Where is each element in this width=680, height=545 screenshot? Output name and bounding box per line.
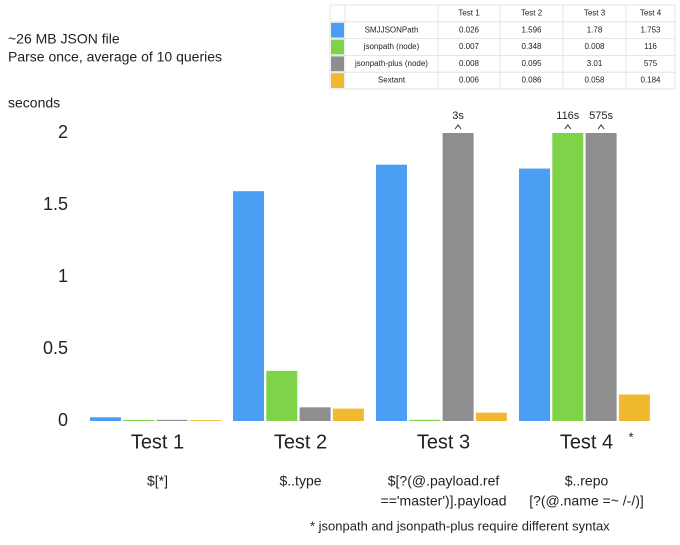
bar xyxy=(376,164,407,421)
legend-swatch xyxy=(331,22,344,38)
table-cell: 0.184 xyxy=(640,76,661,85)
bar xyxy=(90,417,121,421)
bar xyxy=(189,420,221,421)
overflow-caret xyxy=(564,124,572,130)
table-cell: 1.596 xyxy=(521,25,542,34)
header-line: Parse once, average of 10 queries xyxy=(8,49,222,65)
table-cell: 0.086 xyxy=(521,76,542,85)
table-cell: 0.008 xyxy=(459,59,480,68)
bar xyxy=(442,133,474,422)
value-label: 575s xyxy=(589,110,613,122)
y-tick-label: 0 xyxy=(58,410,68,430)
table-cell: 1.78 xyxy=(587,25,603,34)
legend-swatch xyxy=(331,39,344,55)
bar xyxy=(618,394,650,421)
y-tick-label: 1 xyxy=(58,266,68,286)
table-cell: 116 xyxy=(644,42,657,51)
legend-swatch xyxy=(331,56,344,72)
table-cell: 0.095 xyxy=(521,59,542,68)
query-label: $[?(@.payload.ref xyxy=(388,473,500,489)
value-label: 116s xyxy=(556,110,580,122)
bar xyxy=(409,419,441,421)
table-header: Test 1 xyxy=(458,9,480,18)
bar xyxy=(233,191,264,421)
table-cell: 0.026 xyxy=(459,25,480,34)
table-header: Test 3 xyxy=(584,9,606,18)
table-cell: 1.753 xyxy=(640,25,661,34)
bar xyxy=(332,408,364,421)
overflow-caret xyxy=(454,124,462,130)
query-label: $[*] xyxy=(147,473,168,489)
bar xyxy=(519,168,550,421)
footnote: * jsonpath and jsonpath-plus require dif… xyxy=(310,518,610,533)
bar xyxy=(299,407,331,421)
y-tick-label: 0.5 xyxy=(43,338,68,358)
x-tick-label: Test 3 xyxy=(417,431,470,453)
header-line: ~26 MB JSON file xyxy=(8,31,120,47)
legend-swatch xyxy=(331,73,344,88)
table-cell: 3.01 xyxy=(587,59,603,68)
bar xyxy=(123,419,155,421)
table-cell: 0.006 xyxy=(459,76,480,85)
bar xyxy=(156,419,188,421)
category-mark: * xyxy=(629,429,634,444)
table-cell: 0.348 xyxy=(521,42,542,51)
table-cell: 0.008 xyxy=(584,42,605,51)
table-header: Test 2 xyxy=(521,9,543,18)
query-label: $..repo xyxy=(565,473,609,489)
query-label: =='master')].payload xyxy=(381,493,507,509)
bar xyxy=(475,412,507,421)
bar xyxy=(266,370,298,421)
bar xyxy=(552,133,584,421)
overflow-caret xyxy=(597,124,605,130)
y-tick-label: 2 xyxy=(58,122,68,142)
query-label: $..type xyxy=(279,473,321,489)
query-label: [?(@.name =~ /-/)] xyxy=(529,493,644,509)
legend-label: Sextant xyxy=(378,76,406,85)
legend-label: SMJJSONPath xyxy=(365,25,419,34)
table-cell: 0.058 xyxy=(584,76,605,85)
x-tick-label: Test 2 xyxy=(274,431,327,453)
bar xyxy=(585,133,617,421)
x-tick-label: Test 4 xyxy=(560,431,613,453)
y-tick-label: 1.5 xyxy=(43,194,68,214)
legend-label: jsonpath (node) xyxy=(363,42,420,51)
plot-area xyxy=(90,133,650,422)
x-tick-label: Test 1 xyxy=(131,431,184,453)
table-header: Test 4 xyxy=(640,9,662,18)
table-cell: 575 xyxy=(644,59,658,68)
y-axis-label: seconds xyxy=(8,95,60,111)
legend-label: jsonpath-plus (node) xyxy=(354,59,428,68)
table-cell: 0.007 xyxy=(459,42,480,51)
value-label: 3s xyxy=(452,110,464,122)
